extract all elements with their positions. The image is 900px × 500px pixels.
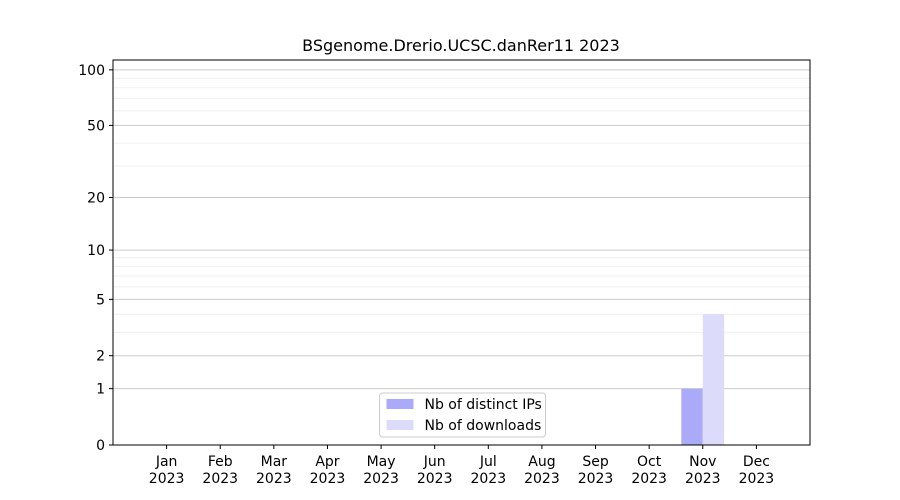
x-tick-label: Jan 2023 [149, 454, 185, 487]
legend-label: Nb of distinct IPs [425, 397, 542, 413]
x-tick-label: Sep 2023 [578, 454, 614, 487]
x-tick-label: Mar 2023 [256, 454, 292, 487]
y-tick-label: 20 [87, 191, 105, 207]
legend-swatch [386, 399, 414, 409]
y-tick-label: 50 [87, 118, 105, 134]
bar [681, 388, 703, 445]
y-tick-label: 10 [87, 243, 105, 259]
x-tick-label: Jun 2023 [417, 454, 453, 487]
y-tick-label: 1 [96, 382, 105, 398]
x-tick-label: Nov 2023 [685, 454, 721, 487]
chart-title: BSgenome.Drerio.UCSC.danRer11 2023 [302, 36, 620, 55]
x-tick-label: Oct 2023 [631, 454, 667, 487]
plot-frame [112, 59, 811, 446]
x-tick-label: Jul 2023 [470, 454, 506, 487]
legend-swatch [386, 420, 414, 430]
y-tick-label: 2 [96, 349, 105, 365]
bar [702, 314, 725, 445]
y-tick-label: 100 [78, 63, 105, 79]
y-tick-label: 5 [96, 292, 105, 308]
x-tick-label: Aug 2023 [524, 454, 560, 487]
legend-label: Nb of downloads [425, 418, 542, 434]
y-tick-label: 0 [96, 438, 105, 454]
x-tick-label: Apr 2023 [310, 454, 346, 487]
legend-box [379, 392, 546, 438]
x-tick-label: Feb 2023 [202, 454, 238, 487]
x-tick-label: May 2023 [363, 454, 399, 487]
x-tick-label: Dec 2023 [739, 454, 775, 487]
